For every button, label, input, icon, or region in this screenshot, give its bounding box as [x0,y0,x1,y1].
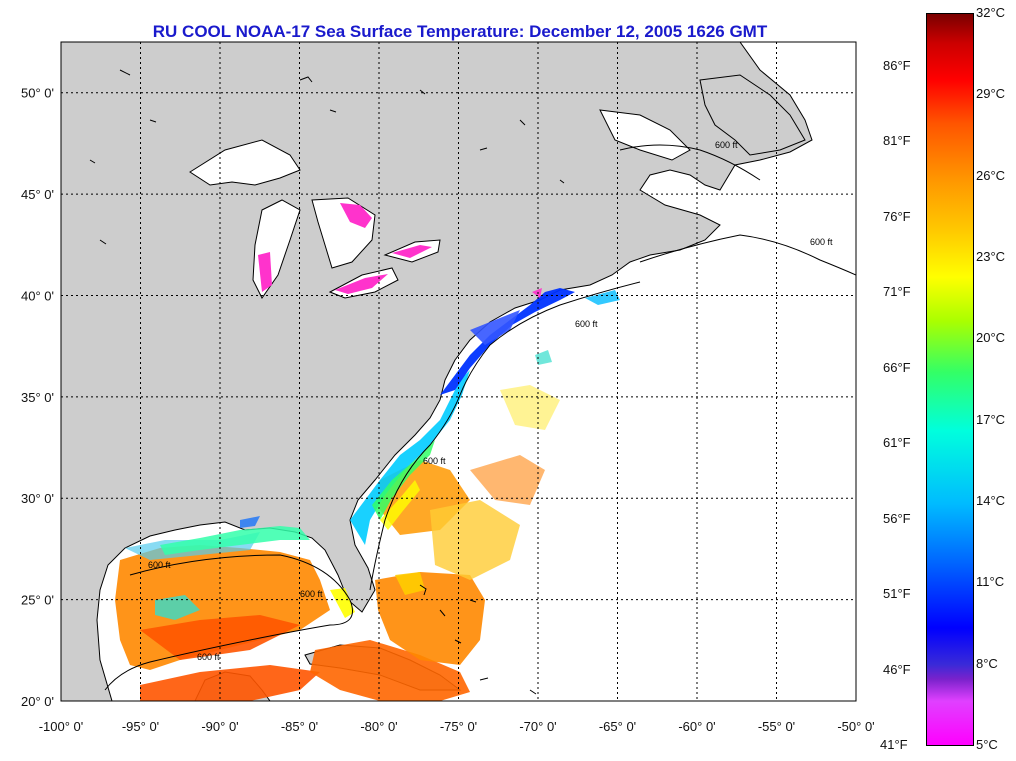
lon-tick-label: -70° 0' [519,719,556,734]
north-america-land [61,42,813,701]
lon-tick-label: -60° 0' [678,719,715,734]
lon-tick-label: -85° 0' [281,719,318,734]
lon-tick-label: -65° 0' [599,719,636,734]
fahrenheit-label: 61°F [883,435,911,451]
celsius-label: 8°C [976,655,998,671]
celsius-label: 17°C [976,411,1006,427]
lat-tick-label: 40° 0' [21,288,54,303]
celsius-label: 20°C [976,330,1006,346]
celsius-label: 23°C [976,249,1006,264]
lat-tick-label: 35° 0' [21,390,54,405]
contour-label: 600 ft [575,319,598,329]
fahrenheit-label: 41°F [880,737,908,752]
longitude-labels: -100° 0' -95° 0' -90° 0' -85° 0' -80° 0' -75°… [39,719,875,734]
lon-tick-label: -90° 0' [201,719,238,734]
latitude-labels: 50° 0' 45° 0' 40° 0' 35° 0' 30° 0' 25° 0' 20° … [21,86,54,709]
contour-label: 600 ft [148,560,171,570]
lat-tick-label: 45° 0' [21,187,54,202]
lat-tick-label: 50° 0' [21,86,54,101]
celsius-label: 32°C [976,5,1006,20]
contour-label: 600 ft [423,456,446,466]
lon-tick-label: -50° 0' [837,719,874,734]
lon-tick-label: -95° 0' [122,719,159,734]
contour-label: 600 ft [197,652,220,662]
map-title: RU COOL NOAA-17 Sea Surface Temperature:… [152,22,768,41]
fahrenheit-label: 86°F [883,58,911,73]
fahrenheit-label: 76°F [883,208,911,224]
temperature-colorbar [926,13,974,746]
fahrenheit-label: 51°F [883,586,911,602]
celsius-label: 26°C [976,167,1006,183]
lon-tick-label: -55° 0' [758,719,795,734]
contour-label: 600 ft [300,589,323,599]
lon-tick-label: -80° 0' [360,719,397,734]
celsius-label: 29°C [976,86,1006,102]
fahrenheit-label: 66°F [883,359,911,375]
fahrenheit-label: 56°F [883,510,911,526]
lat-tick-label: 25° 0' [21,593,54,608]
lon-tick-label: -100° 0' [39,719,84,734]
celsius-label: 11°C [976,574,1005,590]
lon-tick-label: -75° 0' [440,719,477,734]
lake-superior [189,139,301,186]
fahrenheit-label: 81°F [883,133,911,149]
contour-labels: 600 ft 600 ft 600 ft 600 ft 600 ft 600 ft 600 … [148,140,833,662]
contour-label: 600 ft [715,140,738,150]
celsius-label: 14°C [976,493,1006,508]
fahrenheit-label: 71°F [883,284,911,300]
lat-tick-label: 20° 0' [21,694,54,709]
fahrenheit-label: 46°F [883,661,911,677]
lat-tick-label: 30° 0' [21,491,54,506]
contour-label: 600 ft [810,237,833,247]
celsius-label: 5°C [976,737,998,752]
